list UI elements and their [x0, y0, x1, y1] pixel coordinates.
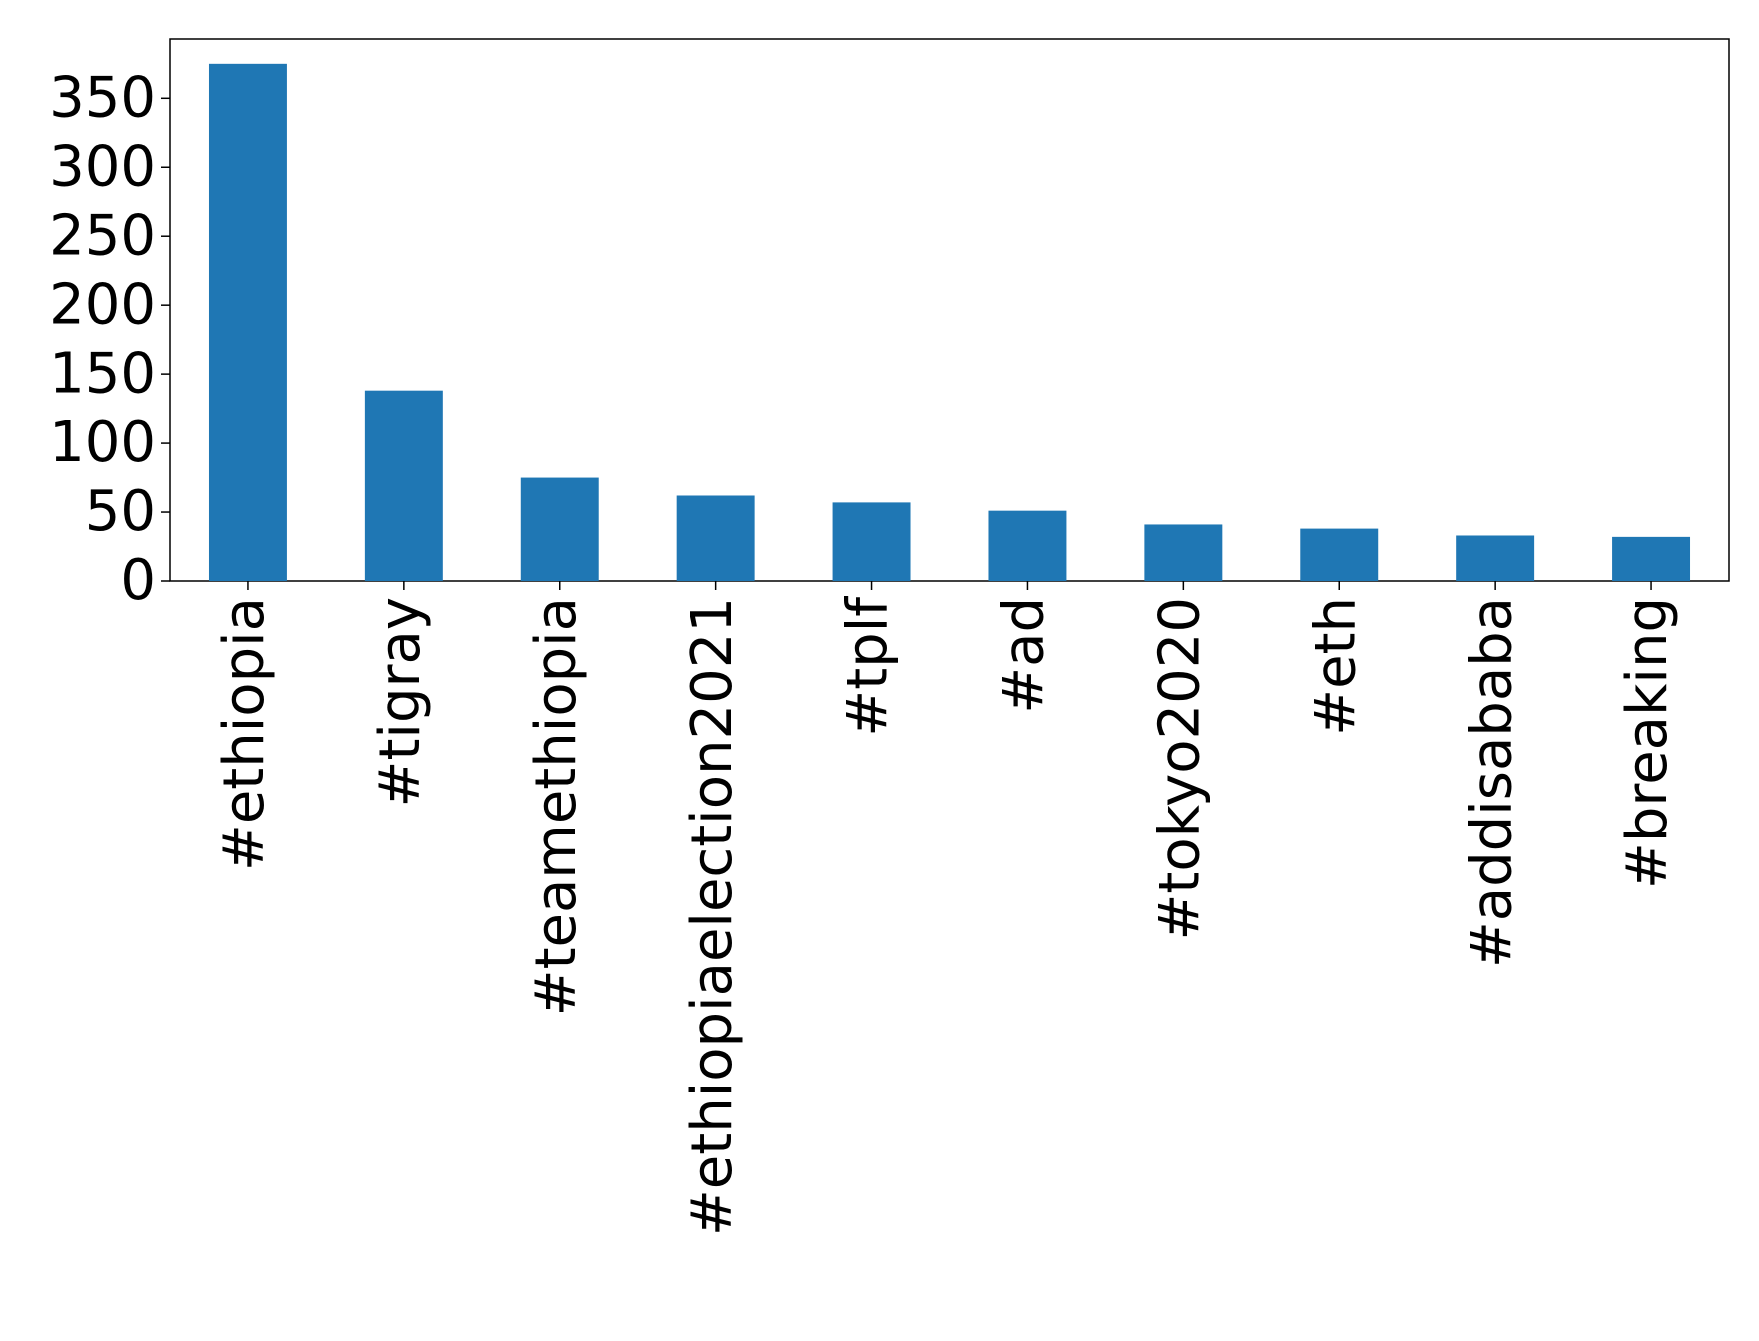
x-tick-label: #eth	[1303, 597, 1368, 736]
y-tick-label: 0	[120, 548, 156, 613]
bar	[1300, 528, 1379, 581]
y-tick-label: 100	[49, 410, 156, 475]
x-tick-label: #breaking	[1615, 597, 1680, 889]
bar	[1612, 536, 1691, 581]
x-tick-label: #ethiopiaelection2021	[680, 597, 745, 1236]
y-tick-label: 300	[49, 134, 156, 199]
x-tick-label: #tplf	[836, 596, 901, 737]
y-tick-label: 200	[49, 272, 156, 337]
bar	[1456, 535, 1535, 581]
x-tick-label: #addisababa	[1459, 597, 1524, 968]
plot-frame	[169, 38, 1730, 582]
x-tick-label: #ad	[992, 597, 1057, 714]
bar	[208, 63, 287, 582]
x-tick-label: #ethiopia	[212, 597, 277, 871]
x-tick-label: #tigray	[368, 597, 433, 807]
x-tick-label: #teamethiopia	[524, 597, 589, 1016]
y-tick-label: 350	[49, 65, 156, 130]
bar	[364, 390, 443, 581]
y-tick-label: 150	[49, 341, 156, 406]
bar	[988, 510, 1067, 581]
bar	[832, 502, 911, 581]
x-tick-label: #tokyo2020	[1147, 597, 1212, 941]
bar	[676, 495, 755, 581]
y-tick-label: 50	[85, 479, 156, 544]
y-tick-label: 250	[49, 203, 156, 268]
bar	[1144, 524, 1223, 581]
bar	[520, 477, 599, 581]
